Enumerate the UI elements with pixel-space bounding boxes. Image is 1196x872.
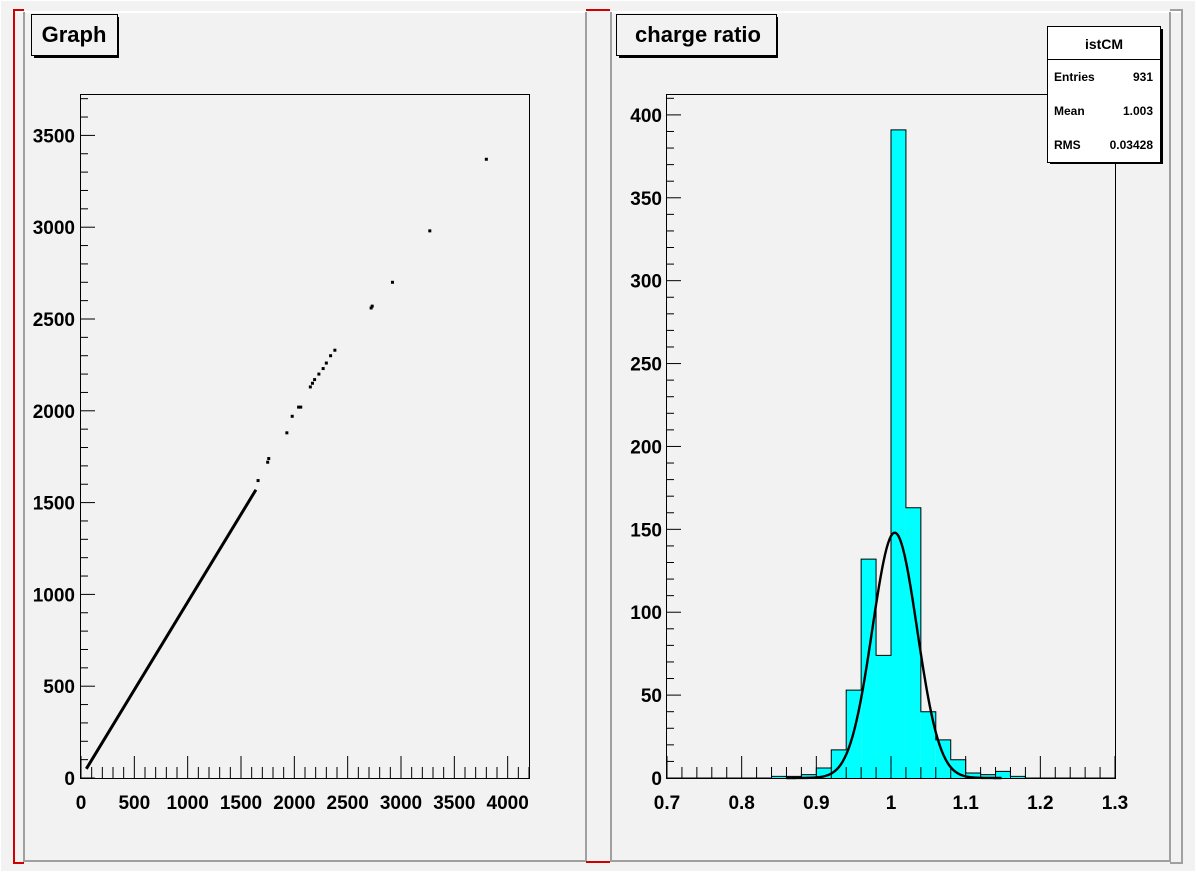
graph-data-points bbox=[85, 157, 488, 770]
graph-point bbox=[285, 431, 289, 435]
graph-point bbox=[370, 304, 374, 308]
pad-right[interactable]: charge ratio 0.7 0.8 0.9 1 1.1 1.2 1.3 0 50 100 15… bbox=[610, 9, 1183, 864]
histogram-bar bbox=[831, 749, 847, 778]
graph-x-tick-label: 1500 bbox=[220, 793, 262, 814]
graph-point bbox=[484, 157, 488, 161]
graph-point bbox=[299, 405, 303, 409]
graph-point bbox=[308, 385, 312, 389]
histogram-bar bbox=[950, 759, 966, 778]
histogram-bar bbox=[1010, 776, 1026, 778]
graph-point bbox=[310, 381, 314, 385]
histogram-bar bbox=[891, 129, 906, 778]
graph-point bbox=[324, 361, 328, 365]
histogram-x-tick-label: 1.3 bbox=[1102, 793, 1128, 814]
histogram-x-tick-label: 0.8 bbox=[728, 793, 754, 814]
histogram-x-tick-label: 0.7 bbox=[654, 793, 680, 814]
graph-dense-points bbox=[85, 488, 258, 770]
graph-x-tick-label: 2000 bbox=[273, 793, 315, 814]
graph-title-box: Graph bbox=[31, 14, 119, 58]
histogram-x-tick-label: 1.2 bbox=[1027, 793, 1053, 814]
stats-entries-label: Entries bbox=[1054, 70, 1095, 84]
histogram-bar bbox=[801, 774, 817, 778]
histogram-y-tick-label: 50 bbox=[641, 686, 662, 707]
graph-y-tick-label: 3500 bbox=[33, 126, 75, 147]
histogram-title: charge ratio bbox=[635, 22, 761, 47]
graph-point bbox=[333, 348, 337, 352]
graph-point bbox=[290, 414, 294, 418]
histogram-y-tick-label: 250 bbox=[630, 355, 662, 376]
graph-y-tick-label: 1500 bbox=[33, 494, 75, 515]
stats-rms-value: 0.03428 bbox=[1110, 138, 1154, 152]
graph-y-tick-label: 1000 bbox=[33, 585, 75, 606]
histogram-y-tick-label: 350 bbox=[630, 189, 662, 210]
histogram-bar bbox=[920, 711, 936, 778]
stats-mean-label: Mean bbox=[1054, 104, 1085, 118]
stats-box: istCM Entries 931 Mean 1.003 RMS 0.03428 bbox=[1047, 26, 1163, 164]
graph-point bbox=[321, 367, 325, 371]
histogram-title-box: charge ratio bbox=[616, 14, 778, 58]
histogram-x-tick-label: 0.9 bbox=[803, 793, 829, 814]
histogram-bar bbox=[816, 768, 832, 778]
graph-x-tick-label: 0 bbox=[76, 793, 87, 814]
graph-tick-labels: 0 500 1000 1500 2000 2500 3000 3500 4000 0 500 1000… bbox=[33, 126, 529, 814]
histogram-x-tick-label: 1 bbox=[886, 793, 897, 814]
graph-point bbox=[297, 405, 301, 409]
graph-y-tick-label: 500 bbox=[43, 677, 75, 698]
graph-y-tick-label: 2000 bbox=[33, 402, 75, 423]
histogram-bar bbox=[980, 774, 996, 778]
histogram-y-tick-label: 100 bbox=[630, 603, 662, 624]
stats-mean-value: 1.003 bbox=[1123, 104, 1153, 118]
graph-x-tick-label: 2500 bbox=[327, 793, 369, 814]
histogram-bar bbox=[995, 771, 1011, 778]
graph-x-tick-label: 1000 bbox=[167, 793, 209, 814]
pad-left-selection-bracket bbox=[13, 9, 24, 864]
graph-plot-frame bbox=[80, 94, 530, 779]
histogram-bar bbox=[861, 559, 877, 778]
graph-x-tick-label: 3500 bbox=[433, 793, 475, 814]
histogram-y-tick-label: 400 bbox=[630, 106, 662, 127]
graph-point bbox=[369, 306, 373, 310]
pad-right-outer-bracket bbox=[1170, 9, 1183, 864]
stats-entries-value: 931 bbox=[1133, 70, 1153, 84]
graph-point bbox=[428, 229, 432, 233]
histogram-y-tick-label: 150 bbox=[630, 520, 662, 541]
graph-y-tick-label: 0 bbox=[64, 769, 75, 790]
histogram-bar bbox=[965, 773, 981, 778]
histogram-y-tick-label: 300 bbox=[630, 272, 662, 293]
stats-rms-label: RMS bbox=[1054, 138, 1081, 152]
histogram-bar bbox=[935, 739, 951, 778]
graph-point bbox=[329, 354, 333, 358]
graph-point bbox=[313, 378, 317, 382]
histogram-tick-labels: 0.7 0.8 0.9 1 1.1 1.2 1.3 0 50 100 150 200 250 300 350… bbox=[630, 106, 1128, 814]
graph-y-tick-label: 2500 bbox=[33, 310, 75, 331]
histogram-axes-ticks bbox=[666, 97, 1116, 779]
histogram-bar bbox=[771, 776, 787, 778]
graph-y-tick-label: 3000 bbox=[33, 218, 75, 239]
stats-box-title: istCM bbox=[1085, 36, 1123, 52]
graph-point bbox=[266, 460, 270, 464]
graph-x-tick-label: 4000 bbox=[487, 793, 529, 814]
histogram-bar bbox=[876, 655, 891, 778]
graph-point bbox=[256, 479, 260, 483]
graph-point bbox=[267, 457, 271, 461]
graph-point bbox=[317, 372, 321, 376]
histogram-x-tick-label: 1.1 bbox=[952, 793, 979, 814]
histogram-y-tick-label: 0 bbox=[651, 769, 662, 790]
graph-point bbox=[390, 280, 394, 284]
histogram-y-tick-label: 200 bbox=[630, 437, 662, 458]
pad-left[interactable]: Graph 0 500 1000 1500 2000 2500 3000 3500 4000 0 5… bbox=[12, 9, 610, 864]
histogram-bars bbox=[771, 129, 1026, 778]
graph-x-tick-label: 500 bbox=[118, 793, 150, 814]
graph-axes-ticks bbox=[80, 98, 530, 779]
graph-x-tick-label: 3000 bbox=[380, 793, 422, 814]
graph-title: Graph bbox=[42, 22, 107, 47]
